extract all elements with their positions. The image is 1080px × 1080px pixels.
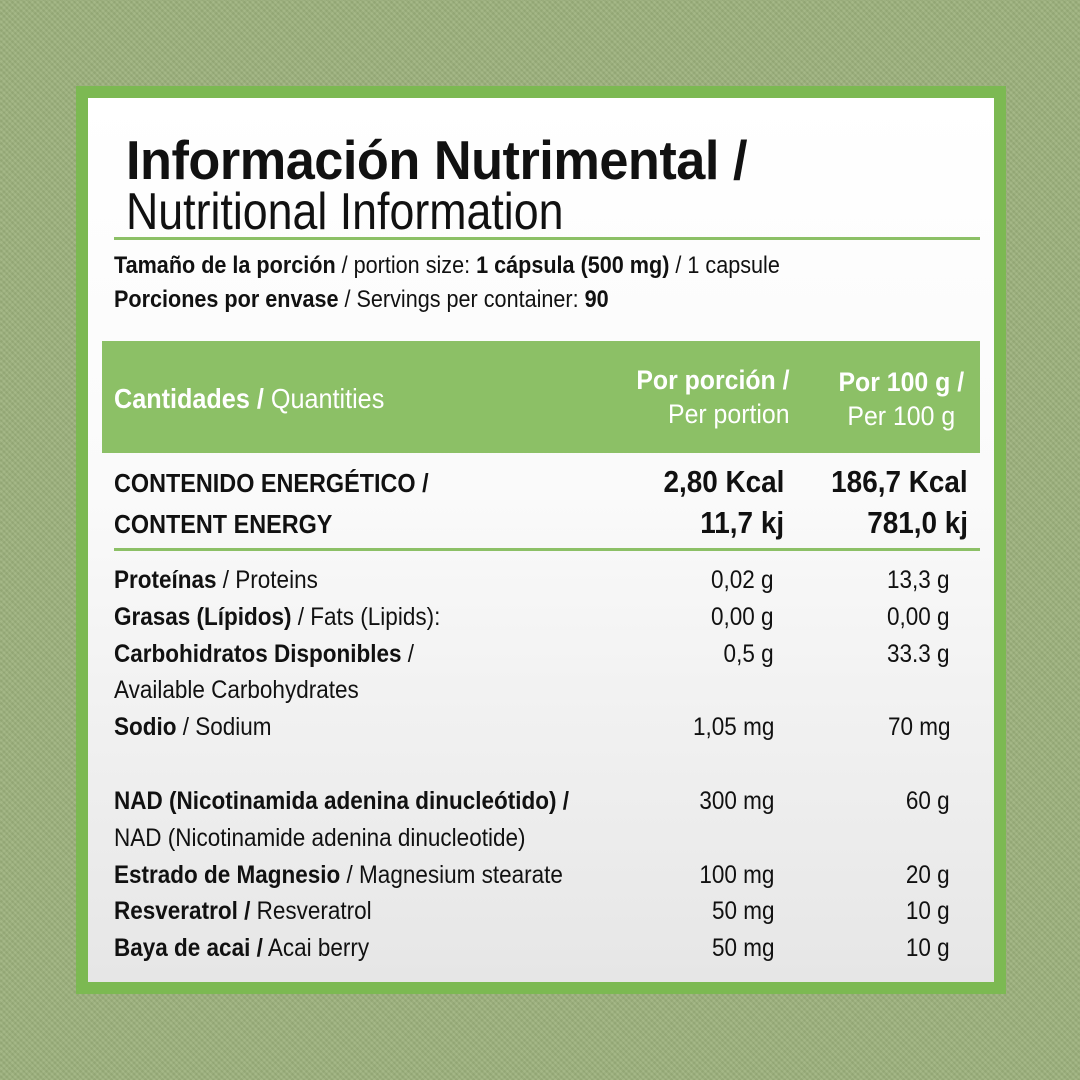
nutrient-row-proteins: Proteínas / Proteins 0,02 g 13,3 g	[114, 566, 950, 594]
header-per-portion-en: Per portion	[668, 399, 790, 429]
header-quantities-es: Cantidades /	[114, 383, 264, 414]
serving-size-value-en: / 1 capsule	[669, 252, 780, 279]
value-per-100g: 70 mg	[887, 713, 950, 741]
value-per-portion: 0,00 g	[711, 603, 774, 631]
value-per-100g: 60 g	[906, 787, 950, 815]
ingredient-row-acai-berry: Baya de acai / Acai berry 50 mg 10 g	[114, 934, 950, 962]
energy-label-es: CONTENIDO ENERGÉTICO /	[114, 468, 429, 498]
divider-top	[114, 237, 980, 240]
nutrient-row-carbohydrates: Carbohidratos Disponibles / 0,5 g 33.3 g	[114, 640, 950, 668]
serving-size-label-es: Tamaño de la porción	[114, 252, 336, 279]
servings-value: 90	[584, 286, 609, 313]
energy-label-en: CONTENT ENERGY	[114, 509, 333, 539]
energy-kcal-per-portion: 2,80 Kcal	[663, 464, 784, 499]
serving-size-line: Tamaño de la porción / portion size: 1 c…	[114, 252, 780, 280]
servings-label-es: Porciones por envase	[114, 286, 339, 313]
ingredient-row-nad-en: NAD (Nicotinamide adenina dinucleotide)	[114, 824, 526, 852]
value-per-100g: 33.3 g	[887, 640, 950, 668]
nutrient-row-carbohydrates-en: Available Carbohydrates	[114, 676, 359, 704]
nutrition-label-card: Información Nutrimental / Nutritional In…	[88, 98, 994, 982]
nutrient-row-sodium: Sodio / Sodium 1,05 mg 70 mg	[114, 713, 950, 741]
header-per-100g-es: Por 100 g /	[838, 367, 965, 397]
header-per-portion-es: Por porción /	[636, 365, 790, 395]
value-per-portion: 0,02 g	[711, 566, 774, 594]
servings-label-en: / Servings per container:	[338, 286, 585, 313]
value-per-100g: 20 g	[906, 861, 950, 889]
value-per-portion: 100 mg	[698, 861, 774, 889]
value-per-100g: 0,00 g	[887, 603, 950, 631]
title-english: Nutritional Information	[126, 183, 564, 241]
header-quantities-en: Quantities	[263, 383, 385, 414]
value-per-portion: 300 mg	[698, 787, 774, 815]
value-per-100g: 10 g	[906, 897, 950, 925]
ingredient-row-nad: NAD (Nicotinamida adenina dinucleótido) …	[114, 787, 950, 815]
header-quantities: Cantidades / Quantities	[114, 383, 384, 415]
table-header: Cantidades / Quantities Por porción / Pe…	[102, 341, 980, 453]
servings-per-container-line: Porciones por envase / Servings per cont…	[114, 286, 609, 314]
value-per-portion: 1,05 mg	[692, 713, 774, 741]
header-per-portion: Por porción / Per portion	[637, 363, 790, 431]
nutrition-label-frame: Información Nutrimental / Nutritional In…	[76, 86, 1006, 994]
value-per-portion: 50 mg	[711, 934, 774, 962]
value-per-100g: 10 g	[906, 934, 950, 962]
serving-size-value-es: 1 cápsula (500 mg)	[476, 252, 670, 279]
divider-energy	[114, 548, 980, 551]
nutrient-row-fats: Grasas (Lípidos) / Fats (Lipids): 0,00 g…	[114, 603, 950, 631]
energy-kcal-per-100g: 186,7 Kcal	[831, 464, 968, 499]
ingredient-row-resveratrol: Resveratrol / Resveratrol 50 mg 10 g	[114, 897, 950, 925]
title-spanish: Información Nutrimental /	[126, 129, 748, 191]
serving-size-label-en: / portion size:	[335, 252, 477, 279]
energy-kj-per-100g: 781,0 kj	[867, 505, 968, 540]
header-per-100g: Por 100 g / Per 100 g	[839, 365, 965, 433]
energy-kj-per-portion: 11,7 kj	[700, 505, 784, 540]
header-per-100g-en: Per 100 g	[847, 401, 956, 431]
value-per-portion: 0,5 g	[723, 640, 774, 668]
ingredient-row-magnesium-stearate: Estrado de Magnesio / Magnesium stearate…	[114, 861, 950, 889]
value-per-portion: 50 mg	[711, 897, 774, 925]
value-per-100g: 13,3 g	[887, 566, 950, 594]
